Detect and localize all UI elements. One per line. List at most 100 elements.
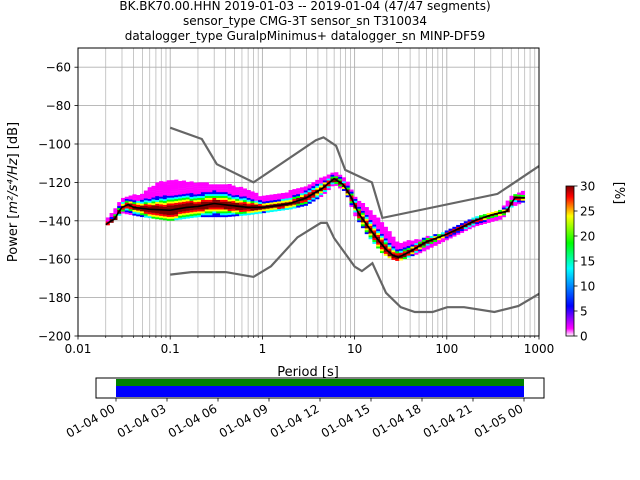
density-cell	[410, 254, 415, 257]
density-cell	[368, 237, 373, 240]
density-cell	[223, 188, 228, 191]
density-cell	[128, 207, 133, 210]
density-cell	[178, 211, 183, 214]
density-cell	[162, 216, 167, 219]
density-cell	[486, 213, 491, 216]
density-cell	[250, 212, 255, 215]
density-cell	[162, 198, 167, 202]
density-cell	[212, 188, 217, 191]
density-cell	[307, 195, 312, 199]
density-cell	[143, 194, 148, 197]
density-cell	[471, 225, 476, 228]
density-cell	[159, 200, 164, 203]
colorbar-label: [%]	[611, 182, 626, 205]
density-cell	[155, 205, 160, 208]
density-cell	[360, 203, 366, 206]
density-cell	[406, 243, 411, 247]
density-cell	[159, 188, 164, 191]
density-cell	[372, 232, 377, 235]
density-cell	[151, 195, 156, 198]
density-cell	[475, 223, 480, 227]
y-tick-label: −200	[38, 330, 71, 344]
density-cell	[143, 209, 148, 212]
density-cell	[113, 210, 118, 213]
density-cell	[387, 246, 392, 249]
density-cell	[235, 194, 240, 197]
density-cell	[220, 205, 225, 208]
density-cell	[311, 182, 316, 185]
timeline-data-bar	[116, 386, 524, 397]
density-cell	[181, 188, 187, 191]
density-cell	[166, 199, 171, 202]
density-cell	[463, 221, 468, 224]
density-cell	[292, 192, 297, 196]
density-cell	[181, 180, 187, 183]
density-cell	[151, 205, 156, 208]
density-cell	[303, 186, 308, 189]
density-cell	[227, 205, 232, 208]
density-cell	[239, 196, 244, 199]
density-cell	[200, 211, 206, 214]
density-cell	[261, 207, 267, 210]
density-cell	[162, 210, 167, 213]
density-cell	[239, 194, 244, 197]
density-cell	[132, 211, 137, 214]
density-cell	[410, 240, 415, 243]
density-cell	[383, 236, 388, 239]
density-cell	[273, 201, 278, 204]
density-cell	[280, 198, 286, 201]
density-cell	[338, 178, 343, 181]
density-cell	[193, 188, 198, 191]
density-cell	[326, 187, 331, 191]
density-cell	[391, 240, 396, 243]
density-cell	[406, 255, 411, 258]
density-cell	[437, 234, 442, 237]
density-cell	[341, 186, 347, 190]
density-cell	[280, 193, 286, 196]
density-cell	[155, 188, 160, 191]
density-cell	[151, 214, 156, 217]
density-cell	[353, 210, 358, 213]
density-cell	[379, 229, 385, 232]
density-cell	[235, 202, 240, 205]
density-cell	[132, 196, 137, 199]
density-cell	[166, 191, 171, 194]
density-cell	[239, 213, 244, 216]
density-cell	[379, 241, 385, 244]
density-cell	[250, 202, 255, 206]
density-cell	[315, 179, 320, 183]
density-cell	[254, 204, 259, 207]
density-cell	[155, 186, 160, 189]
density-cell	[402, 249, 407, 252]
density-cell	[197, 213, 202, 216]
density-cell	[136, 196, 141, 200]
density-cell	[200, 195, 206, 198]
density-cell	[463, 223, 468, 226]
x-tick-label: 100	[435, 342, 458, 356]
density-cell	[140, 211, 145, 214]
density-cell	[178, 209, 183, 212]
density-cell	[147, 194, 152, 198]
density-cell	[178, 204, 183, 207]
y-tick-label: −100	[38, 138, 71, 152]
density-cell	[360, 224, 366, 227]
density-cell	[288, 191, 293, 195]
density-cell	[162, 202, 167, 205]
density-cell	[174, 189, 179, 192]
density-cell	[376, 225, 381, 228]
density-cell	[250, 195, 255, 198]
density-cell	[383, 234, 388, 237]
density-cell	[296, 192, 301, 195]
density-cell	[159, 196, 164, 199]
density-cell	[155, 182, 160, 185]
density-cell	[147, 200, 152, 203]
y-tick-label: −140	[38, 214, 71, 228]
density-cell	[322, 178, 327, 181]
density-cell	[456, 226, 461, 229]
density-cell	[303, 190, 308, 193]
timeline-tick-label: 01-04 12	[268, 401, 322, 440]
density-cell	[482, 217, 487, 221]
density-cell	[338, 184, 343, 187]
density-cell	[208, 192, 213, 195]
density-cell	[155, 215, 160, 218]
